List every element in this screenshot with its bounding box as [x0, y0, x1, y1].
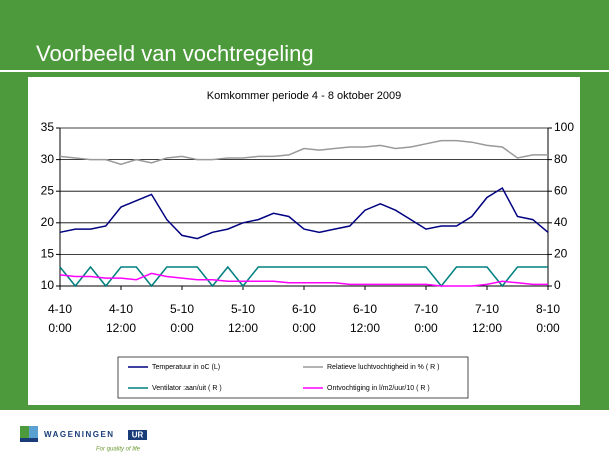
legend-label: Ventilator :aan/uit ( R ) — [152, 385, 222, 392]
x-tick-label: 12:00 — [228, 321, 258, 335]
y-tick-label: 25 — [41, 183, 55, 197]
y2-tick-label: 20 — [554, 247, 568, 261]
x-tick-label: 0:00 — [292, 321, 316, 335]
x-tick-label: 12:00 — [472, 321, 502, 335]
y-tick-label: 30 — [41, 152, 55, 166]
logo-badge-text: UR — [132, 431, 144, 440]
x-tick-label: 7-10 — [414, 302, 438, 316]
logo-text: WAGENINGEN — [44, 430, 115, 439]
series-line — [59, 272, 548, 287]
y-tick-label: 35 — [41, 120, 55, 134]
logo-block — [20, 438, 38, 442]
y2-tick-label: 100 — [554, 120, 574, 134]
logo-block — [29, 426, 38, 440]
series-line — [59, 139, 548, 166]
logo-badge — [128, 430, 147, 440]
series-line — [59, 186, 549, 240]
footer — [0, 410, 609, 461]
x-tick-label: 0:00 — [48, 321, 72, 335]
series-line — [59, 265, 548, 288]
x-tick-label: 6-10 — [353, 302, 377, 316]
y-tick-label: 15 — [41, 247, 55, 261]
y2-tick-label: 40 — [554, 215, 568, 229]
y2-tick-label: 80 — [554, 152, 568, 166]
y2-tick-label: 60 — [554, 183, 568, 197]
x-tick-label: 4-10 — [48, 302, 72, 316]
legend-label: Relatieve luchtvochtigheid in % ( R ) — [327, 364, 439, 371]
x-tick-label: 12:00 — [106, 321, 136, 335]
y-tick-label: 20 — [41, 215, 55, 229]
x-tick-label: 12:00 — [350, 321, 380, 335]
legend-label: Temperatuur in oC (L) — [152, 364, 220, 371]
x-tick-label: 6-10 — [292, 302, 316, 316]
legend-label: Ontvochtiging in l/m2/uur/10 ( R ) — [327, 385, 430, 392]
x-tick-label: 5-10 — [231, 302, 255, 316]
tagline: For quality of life — [96, 447, 141, 453]
chart-area — [28, 77, 580, 405]
x-tick-label: 0:00 — [170, 321, 194, 335]
x-tick-label: 5-10 — [170, 302, 194, 316]
slide-title: Voorbeeld van vochtregeling — [36, 41, 314, 66]
logo-block — [20, 426, 29, 440]
x-tick-label: 4-10 — [109, 302, 133, 316]
x-tick-label: 8-10 — [536, 302, 560, 316]
chart-title: Komkommer periode 4 - 8 oktober 2009 — [207, 90, 401, 102]
x-tick-label: 0:00 — [414, 321, 438, 335]
legend — [117, 356, 469, 399]
x-tick-label: 7-10 — [475, 302, 499, 316]
y2-tick-label: 0 — [554, 278, 561, 292]
y-tick-label: 10 — [41, 278, 55, 292]
x-tick-label: 0:00 — [536, 321, 560, 335]
